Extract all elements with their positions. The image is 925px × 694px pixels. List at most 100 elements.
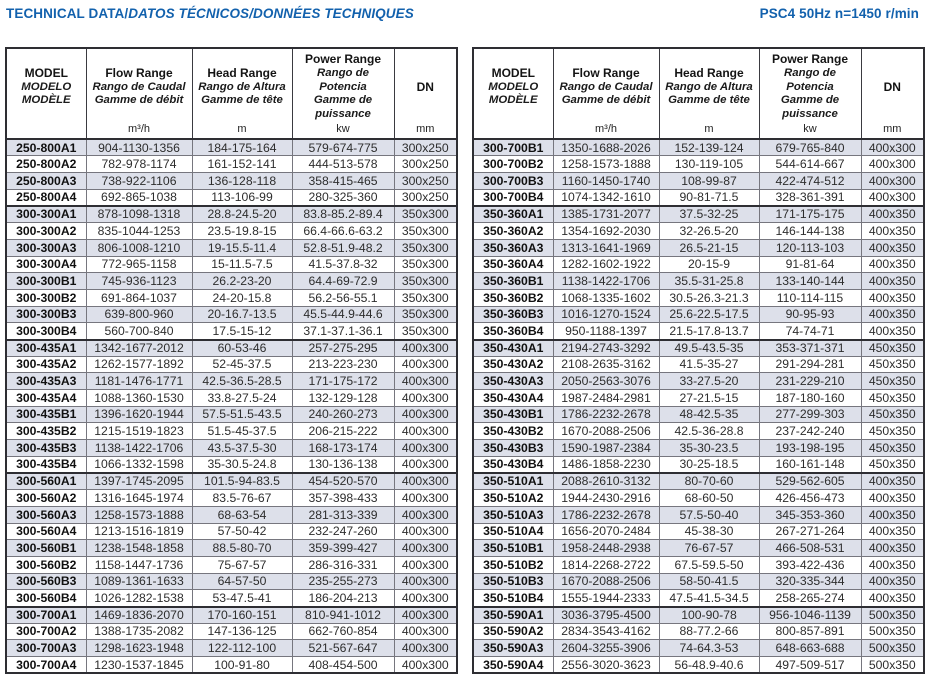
col-unit: kw (803, 123, 817, 136)
head-cell: 68-63-54 (191, 505, 293, 524)
col-header-flow: Flow Range Rango de Caudal Gamme de débi… (85, 47, 193, 141)
power-cell: 83.8-85.2-89.4 (291, 205, 395, 224)
model-cell: 350-360A1 (472, 205, 554, 224)
power-cell: 444-513-578 (291, 155, 395, 174)
head-cell: 75-67-57 (191, 555, 293, 574)
col-header-head: Head Range Rango de Altura Gamme de tête… (658, 47, 760, 141)
head-cell: 76-67-57 (658, 539, 760, 557)
dn-cell: 400x300 (393, 589, 458, 607)
spec-title: PSC4 50Hz n=1450 r/min (759, 6, 919, 21)
power-cell: 280-325-360 (291, 188, 395, 207)
col-label-fr: Gamme de tête (668, 94, 750, 107)
head-cell: 24-20-15.8 (191, 288, 293, 307)
dn-cell: 400x350 (860, 505, 925, 524)
model-cell: 300-300A1 (5, 205, 87, 224)
power-cell: 193-198-195 (758, 439, 862, 457)
flow-cell: 1213-1516-1819 (85, 522, 193, 541)
flow-cell: 1987-2484-2981 (552, 389, 660, 407)
power-cell: 662-760-854 (291, 622, 395, 641)
head-cell: 52-45-37.5 (191, 355, 293, 374)
table-row: 350-430A1 2194-2743-3292 49.5-43.5-35 353-3… (472, 338, 925, 357)
flow-cell: 1944-2430-2916 (552, 489, 660, 507)
head-cell: 26.2-23-20 (191, 272, 293, 290)
flow-cell: 738-922-1106 (85, 172, 193, 190)
table-row: 300-435A3 1181-1476-1771 42.5-36.5-28.5 171… (5, 372, 458, 391)
flow-cell: 1026-1282-1538 (85, 589, 193, 607)
col-label: Head Range (207, 65, 277, 80)
table-row: 350-360A1 1385-1731-2077 37.5-32-25 171-175… (472, 205, 925, 224)
head-cell: 147-136-125 (191, 622, 293, 641)
model-cell: 300-435A3 (5, 372, 87, 391)
table-row: 350-510B3 1670-2088-2506 58-50-41.5 320-335… (472, 572, 925, 591)
head-cell: 20-16.7-13.5 (191, 305, 293, 324)
head-cell: 74-64.3-53 (658, 639, 760, 658)
dn-cell: 400x300 (860, 188, 925, 207)
power-cell: 422-474-512 (758, 172, 862, 190)
table-row: 350-590A3 2604-3255-3906 74-64.3-53 648-663… (472, 639, 925, 658)
flow-cell: 691-864-1037 (85, 288, 193, 307)
flow-cell: 1388-1735-2082 (85, 622, 193, 641)
flow-cell: 1958-2448-2938 (552, 539, 660, 557)
head-cell: 68-60-50 (658, 489, 760, 507)
col-label: DN (883, 79, 901, 94)
table-row: 300-435B3 1138-1422-1706 43.5-37.5-30 168-1… (5, 439, 458, 457)
power-cell: 37.1-37.1-36.1 (291, 322, 395, 340)
head-cell: 67.5-59.5-50 (658, 555, 760, 574)
flow-cell: 1138-1422-1706 (552, 272, 660, 290)
dn-cell: 400x350 (860, 288, 925, 307)
power-cell: 52.8-51.9-48.2 (291, 238, 395, 257)
col-label: MODEL (24, 65, 68, 80)
head-cell: 20-15-9 (658, 255, 760, 274)
power-cell: 237-242-240 (758, 422, 862, 441)
model-cell: 350-430B2 (472, 422, 554, 441)
table-row: 350-590A4 2556-3020-3623 56-48.9-40.6 497-5… (472, 656, 925, 674)
dn-cell: 400x300 (393, 639, 458, 658)
power-cell: 41.5-37.8-32 (291, 255, 395, 274)
tables-container: MODEL MODELO MODÈLE Flow Range Rango de … (5, 47, 925, 675)
flow-cell: 1814-2268-2722 (552, 555, 660, 574)
head-cell: 108-99-87 (658, 172, 760, 190)
model-cell: 300-300B1 (5, 272, 87, 290)
head-cell: 35.5-31-25.8 (658, 272, 760, 290)
col-header-power: Power Range Rango de Potencia Gamme de p… (291, 47, 395, 141)
power-cell: 679-765-840 (758, 138, 862, 157)
power-cell: 133-140-144 (758, 272, 862, 290)
col-header-dn: DN mm (860, 47, 925, 141)
dn-cell: 350x300 (393, 288, 458, 307)
technical-table-left: MODEL MODELO MODÈLE Flow Range Rango de … (5, 47, 458, 675)
model-cell: 250-800A2 (5, 155, 87, 174)
dn-cell: 500x350 (860, 622, 925, 641)
head-cell: 80-70-60 (658, 472, 760, 491)
model-cell: 350-590A4 (472, 656, 554, 674)
dn-cell: 450x350 (860, 389, 925, 407)
table-row: 300-700B4 1074-1342-1610 90-81-71.5 328-361… (472, 188, 925, 207)
col-header-power: Power Range Rango de Potencia Gamme de p… (758, 47, 862, 141)
dn-cell: 400x300 (393, 505, 458, 524)
power-cell: 235-255-273 (291, 572, 395, 591)
flow-cell: 1385-1731-2077 (552, 205, 660, 224)
dn-cell: 350x300 (393, 255, 458, 274)
dn-cell: 400x300 (393, 389, 458, 407)
table-row: 350-430A3 2050-2563-3076 33-27.5-20 231-229… (472, 372, 925, 391)
power-cell: 359-399-427 (291, 539, 395, 557)
flow-cell: 1786-2232-2678 (552, 505, 660, 524)
flow-cell: 560-700-840 (85, 322, 193, 340)
power-cell: 408-454-500 (291, 656, 395, 674)
dn-cell: 500x350 (860, 639, 925, 658)
table-row: 300-700A3 1298-1623-1948 122-112-100 521-56… (5, 639, 458, 658)
flow-cell: 1670-2088-2506 (552, 422, 660, 441)
dn-cell: 400x300 (393, 539, 458, 557)
model-cell: 300-300B2 (5, 288, 87, 307)
table-row: 300-300A1 878-1098-1318 28.8-24.5-20 83.8-8… (5, 205, 458, 224)
dn-cell: 450x350 (860, 439, 925, 457)
head-cell: 28.8-24.5-20 (191, 205, 293, 224)
power-cell: 257-275-295 (291, 338, 395, 357)
dn-cell: 400x350 (860, 305, 925, 324)
dn-cell: 400x350 (860, 272, 925, 290)
model-cell: 350-590A2 (472, 622, 554, 641)
power-cell: 120-113-103 (758, 238, 862, 257)
dn-cell: 400x350 (860, 555, 925, 574)
head-cell: 33.8-27.5-24 (191, 389, 293, 407)
flow-cell: 1590-1987-2384 (552, 439, 660, 457)
power-cell: 544-614-667 (758, 155, 862, 174)
